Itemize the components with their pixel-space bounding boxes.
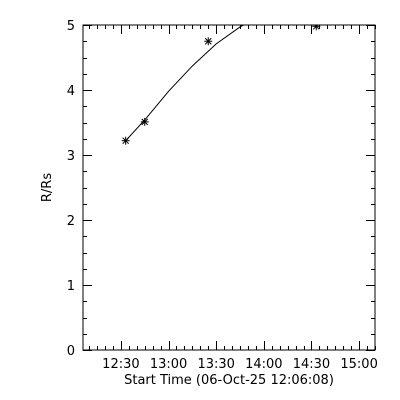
tick-labels: 12:30 13:00 13:30 14:00 14:30 15:00 0 1 2 3 4 5 <box>67 19 378 372</box>
plot-frame <box>82 24 376 351</box>
x-tick-label: 12:30 <box>102 357 139 372</box>
x-axis-label: Start Time (06-Oct-25 12:06:08) <box>124 373 334 388</box>
y-tick-label: 5 <box>67 19 75 34</box>
y-tick-label: 2 <box>67 214 75 229</box>
axis-ticks <box>83 25 376 351</box>
data-point <box>121 136 130 145</box>
x-tick-label: 13:00 <box>150 357 187 372</box>
x-tick-label: 13:30 <box>197 357 234 372</box>
y-tick-label: 4 <box>67 84 75 99</box>
y-tick-label: 0 <box>67 344 75 359</box>
y-tick-label: 1 <box>67 279 75 294</box>
plot-content <box>121 25 321 145</box>
x-tick-label: 14:00 <box>245 357 282 372</box>
x-tick-label: 14:30 <box>293 357 330 372</box>
y-axis-label: R/Rs <box>40 173 55 202</box>
x-tick-label: 15:00 <box>340 357 377 372</box>
data-points <box>121 25 321 145</box>
data-point <box>140 117 149 126</box>
data-point <box>204 37 213 46</box>
y-tick-label: 3 <box>67 149 75 164</box>
data-point <box>312 25 321 31</box>
